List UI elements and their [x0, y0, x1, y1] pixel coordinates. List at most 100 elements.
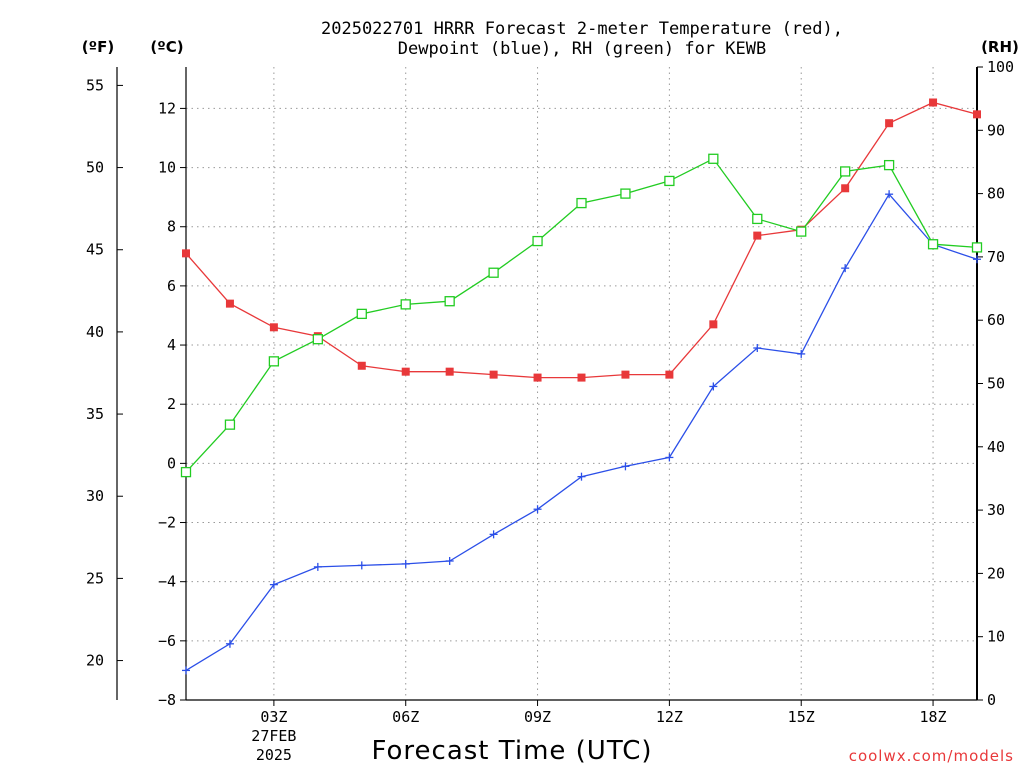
dewpoint-point: [973, 255, 981, 264]
fahrenheit-tick-label: 50: [86, 159, 104, 177]
x-tick-label: 12Z: [656, 708, 683, 726]
rh-tick-label: 40: [987, 438, 1005, 456]
rh-point: [752, 213, 763, 225]
rh-point: [664, 175, 675, 187]
temperature-point: [577, 373, 586, 382]
rh-point: [840, 166, 851, 177]
fahrenheit-tick-label: 20: [86, 652, 104, 670]
dewpoint-point: [313, 562, 322, 571]
x-tick-label: 03Z: [260, 708, 287, 726]
dewpoint-point: [753, 344, 762, 353]
rh-point: [708, 153, 719, 164]
temperature-point: [269, 323, 278, 332]
temperature-point: [182, 249, 190, 258]
rh-point: [268, 356, 280, 367]
celsius-unit-label: (ºC): [150, 38, 183, 56]
x-tick-label: 09Z: [524, 708, 551, 726]
rh-point: [224, 419, 236, 430]
celsius-tick-label: 2: [167, 395, 176, 413]
rh-point: [356, 308, 367, 320]
dewpoint-point: [577, 472, 586, 481]
gridlines: [186, 67, 977, 700]
temperature-point: [489, 370, 498, 379]
rh-tick-label: 10: [987, 628, 1005, 646]
dewpoint-point: [709, 382, 718, 391]
celsius-tick-label: −4: [158, 573, 176, 591]
data-series: [180, 98, 983, 675]
dewpoint-point: [533, 505, 542, 514]
x-tick-label: 15Z: [788, 708, 815, 726]
dewpoint-point: [665, 453, 674, 462]
dewpoint-point: [841, 264, 850, 273]
celsius-tick-label: −2: [158, 514, 176, 532]
rh-point: [796, 226, 807, 237]
rh-point: [927, 239, 939, 250]
x-tick-label: 06Z: [392, 708, 419, 726]
temperature-point: [841, 184, 850, 193]
fahrenheit-tick-label: 40: [86, 323, 104, 341]
axes: −8−6−4−202468101220253035404550550102030…: [86, 58, 1014, 764]
celsius-tick-label: 4: [167, 336, 176, 354]
rh-point: [312, 334, 323, 345]
dewpoint-point: [489, 530, 498, 539]
dewpoint-point: [182, 666, 190, 675]
dewpoint-point: [269, 580, 278, 589]
temperature-point: [753, 231, 762, 240]
rh-point: [400, 299, 411, 310]
rh-tick-label: 20: [987, 564, 1005, 582]
rh-tick-label: 90: [987, 121, 1005, 139]
rh-tick-label: 30: [987, 501, 1005, 519]
rh-tick-label: 80: [987, 185, 1005, 203]
rh-point: [576, 197, 587, 209]
rh-point: [488, 267, 499, 278]
chart-title-line2: Dewpoint (blue), RH (green) for KEWB: [398, 39, 766, 59]
rh-unit-label: (RH): [981, 38, 1019, 56]
celsius-tick-label: 6: [167, 277, 176, 295]
temperature-line: [185, 101, 978, 379]
rh-tick-label: 100: [987, 58, 1014, 76]
rh-point: [971, 242, 983, 253]
rh-point: [444, 296, 455, 307]
fahrenheit-tick-label: 55: [86, 76, 104, 94]
fahrenheit-tick-label: 45: [86, 241, 104, 259]
dewpoint-point: [401, 559, 410, 568]
chart-title-line1: 2025022701 HRRR Forecast 2-meter Tempera…: [321, 19, 843, 39]
rh-tick-label: 50: [987, 375, 1005, 393]
temperature-point: [929, 98, 938, 107]
dewpoint-point: [357, 561, 366, 570]
dewpoint-point: [445, 556, 454, 565]
dewpoint-line: [185, 193, 978, 671]
x-date-label: 27FEB: [251, 727, 296, 745]
source-credit: coolwx.com/models: [849, 747, 1014, 765]
temperature-point: [709, 320, 718, 329]
rh-series: [180, 153, 983, 478]
temperature-point: [621, 370, 630, 379]
temperature-point: [401, 367, 410, 376]
fahrenheit-unit-label: (ºF): [82, 38, 114, 56]
dewpoint-series: [182, 190, 981, 675]
dewpoint-point: [621, 462, 630, 471]
temperature-point: [357, 361, 366, 370]
celsius-tick-label: 12: [158, 99, 176, 117]
temperature-point: [973, 110, 981, 119]
celsius-tick-label: 0: [167, 454, 176, 472]
rh-point: [532, 235, 543, 247]
rh-point: [180, 466, 192, 478]
temperature-point: [885, 119, 894, 128]
rh-tick-label: 60: [987, 311, 1005, 329]
x-axis-title: Forecast Time (UTC): [371, 736, 652, 766]
temperature-point: [225, 299, 234, 308]
dewpoint-point: [885, 190, 894, 199]
rh-point: [883, 159, 895, 171]
fahrenheit-tick-label: 25: [86, 569, 104, 587]
celsius-tick-label: −6: [158, 632, 176, 650]
celsius-tick-label: 8: [167, 218, 176, 236]
rh-point: [620, 188, 631, 199]
temperature-point: [665, 370, 674, 379]
fahrenheit-tick-label: 35: [86, 405, 104, 423]
x-year-label: 2025: [256, 746, 292, 764]
celsius-tick-label: 10: [158, 159, 176, 177]
rh-tick-label: 0: [987, 691, 996, 709]
